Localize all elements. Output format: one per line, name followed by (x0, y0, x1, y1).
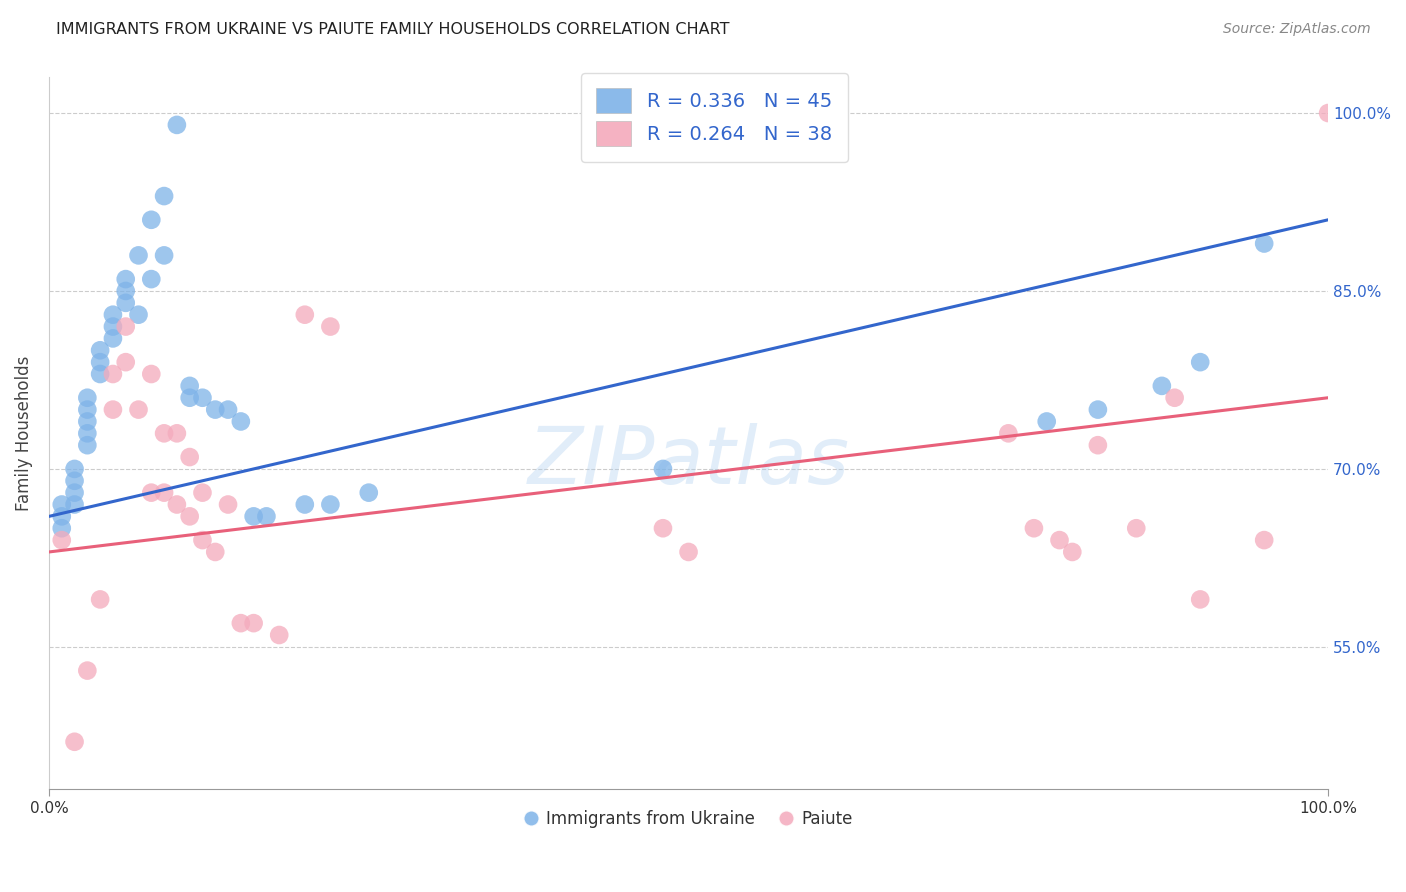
Point (294, 498, 316, 512)
Point (1062, 545, 1084, 559)
Point (1150, 379, 1173, 393)
Point (141, 367, 163, 381)
Point (179, 450, 201, 464)
Text: Source: ZipAtlas.com: Source: ZipAtlas.com (1223, 22, 1371, 37)
Point (63, 485, 86, 500)
Point (242, 509, 264, 524)
Point (114, 355, 136, 369)
Point (1253, 533, 1275, 547)
Point (51, 533, 73, 547)
Point (319, 498, 342, 512)
Point (114, 296, 136, 310)
Point (89, 367, 111, 381)
Point (153, 248, 176, 262)
Point (114, 284, 136, 298)
Point (166, 426, 188, 441)
Point (89, 343, 111, 358)
Point (1035, 414, 1057, 428)
Point (1049, 533, 1071, 547)
Point (51, 498, 73, 512)
Point (128, 308, 150, 322)
Point (204, 545, 226, 559)
Point (153, 485, 176, 500)
Point (217, 498, 239, 512)
Point (217, 402, 239, 417)
Point (652, 462, 675, 476)
Point (191, 485, 214, 500)
Point (1125, 521, 1147, 535)
Point (997, 426, 1019, 441)
Point (1317, 106, 1340, 120)
Point (1189, 355, 1212, 369)
Point (153, 426, 176, 441)
Point (678, 545, 700, 559)
Point (242, 616, 264, 631)
Point (89, 355, 111, 369)
Point (1163, 391, 1185, 405)
Point (166, 118, 188, 132)
Point (179, 509, 201, 524)
Point (1189, 592, 1212, 607)
Point (191, 391, 214, 405)
Y-axis label: Family Households: Family Households (15, 356, 32, 511)
Point (191, 533, 214, 547)
Point (179, 379, 201, 393)
Point (141, 212, 163, 227)
Point (1087, 402, 1109, 417)
Point (269, 628, 291, 642)
Point (76, 438, 98, 452)
Point (114, 319, 136, 334)
Point (76, 664, 98, 678)
Point (254, 509, 277, 524)
Point (1253, 236, 1275, 251)
Point (76, 414, 98, 428)
Point (229, 414, 252, 428)
Point (101, 331, 124, 345)
Text: IMMIGRANTS FROM UKRAINE VS PAIUTE FAMILY HOUSEHOLDS CORRELATION CHART: IMMIGRANTS FROM UKRAINE VS PAIUTE FAMILY… (56, 22, 730, 37)
Point (1022, 521, 1045, 535)
Point (89, 592, 111, 607)
Point (114, 272, 136, 286)
Point (166, 498, 188, 512)
Point (63, 498, 86, 512)
Point (101, 319, 124, 334)
Point (204, 402, 226, 417)
Point (357, 485, 380, 500)
Point (63, 474, 86, 488)
Point (76, 391, 98, 405)
Point (141, 272, 163, 286)
Point (101, 308, 124, 322)
Point (1087, 438, 1109, 452)
Point (128, 248, 150, 262)
Point (294, 308, 316, 322)
Point (153, 189, 176, 203)
Point (63, 735, 86, 749)
Point (319, 319, 342, 334)
Point (229, 616, 252, 631)
Point (101, 402, 124, 417)
Point (128, 402, 150, 417)
Legend: Immigrants from Ukraine, Paiute: Immigrants from Ukraine, Paiute (517, 803, 859, 834)
Point (179, 391, 201, 405)
Point (63, 462, 86, 476)
Point (101, 367, 124, 381)
Text: ZIPatlas: ZIPatlas (527, 423, 849, 500)
Point (51, 521, 73, 535)
Point (141, 485, 163, 500)
Point (652, 521, 675, 535)
Point (51, 509, 73, 524)
Point (76, 402, 98, 417)
Point (76, 426, 98, 441)
